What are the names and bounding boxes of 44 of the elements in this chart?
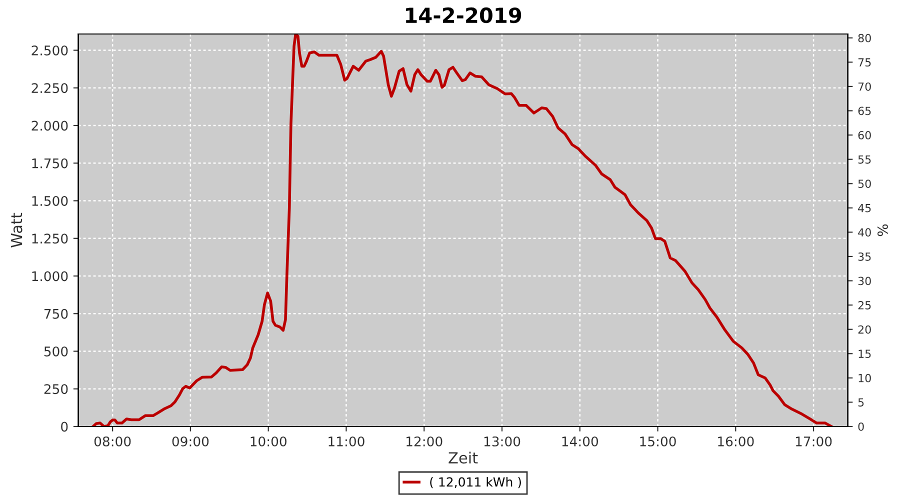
y-tick-label: 2.000	[32, 120, 68, 131]
y-tick-label: 1.250	[32, 234, 68, 244]
y2-tick-label: 0	[858, 422, 864, 431]
y-tick-label: 2.250	[32, 83, 68, 94]
y2-axis-title: %	[877, 224, 888, 236]
y-tick-label: 250	[44, 384, 68, 394]
y2-tick-label: 10	[858, 374, 871, 382]
x-tick-label: 09:00	[172, 436, 209, 446]
y2-tick-label: 80	[858, 34, 871, 42]
y2-tick-label: 35	[858, 252, 871, 261]
chart-title: 14-2-2019	[406, 7, 522, 24]
y-tick-label: 1.500	[32, 196, 68, 206]
x-tick-label: 13:00	[484, 436, 520, 446]
y-tick-label: 750	[44, 308, 68, 319]
x-tick-label: 12:00	[406, 436, 442, 446]
y2-tick-label: 30	[858, 276, 871, 286]
x-axis-title: Zeit	[448, 452, 478, 464]
y-tick-label: 0	[61, 422, 68, 432]
y2-tick-label: 40	[858, 228, 871, 237]
x-tick-label: 15:00	[640, 436, 676, 446]
y2-tick-label: 70	[858, 82, 871, 91]
y2-tick-label: 45	[858, 204, 871, 212]
y-tick-label: 500	[44, 346, 68, 356]
y-tick-label: 2.500	[32, 45, 68, 56]
y2-tick-label: 5	[858, 398, 864, 407]
y2-tick-label: 20	[858, 325, 871, 334]
y2-tick-label: 55	[858, 155, 871, 164]
y-tick-label: 1.000	[32, 271, 68, 282]
x-tick-label: 14:00	[562, 436, 598, 446]
x-tick-label: 16:00	[718, 436, 754, 446]
y2-tick-label: 50	[858, 180, 871, 188]
line-series	[92, 34, 833, 426]
y2-tick-label: 15	[858, 350, 871, 358]
x-tick-label: 08:00	[94, 436, 131, 446]
y2-tick-label: 60	[858, 131, 871, 140]
y2-tick-label: 75	[858, 58, 871, 67]
x-tick-label: 11:00	[328, 436, 364, 446]
x-tick-label: 17:00	[796, 436, 832, 446]
y2-tick-label: 65	[858, 106, 871, 116]
y2-tick-label: 25	[858, 301, 871, 310]
x-tick-label: 10:00	[250, 436, 286, 446]
y-axis-title: Watt	[10, 212, 22, 248]
legend-label: ( 12,011 kWh )	[430, 477, 521, 488]
y-tick-label: 1.750	[32, 158, 68, 168]
